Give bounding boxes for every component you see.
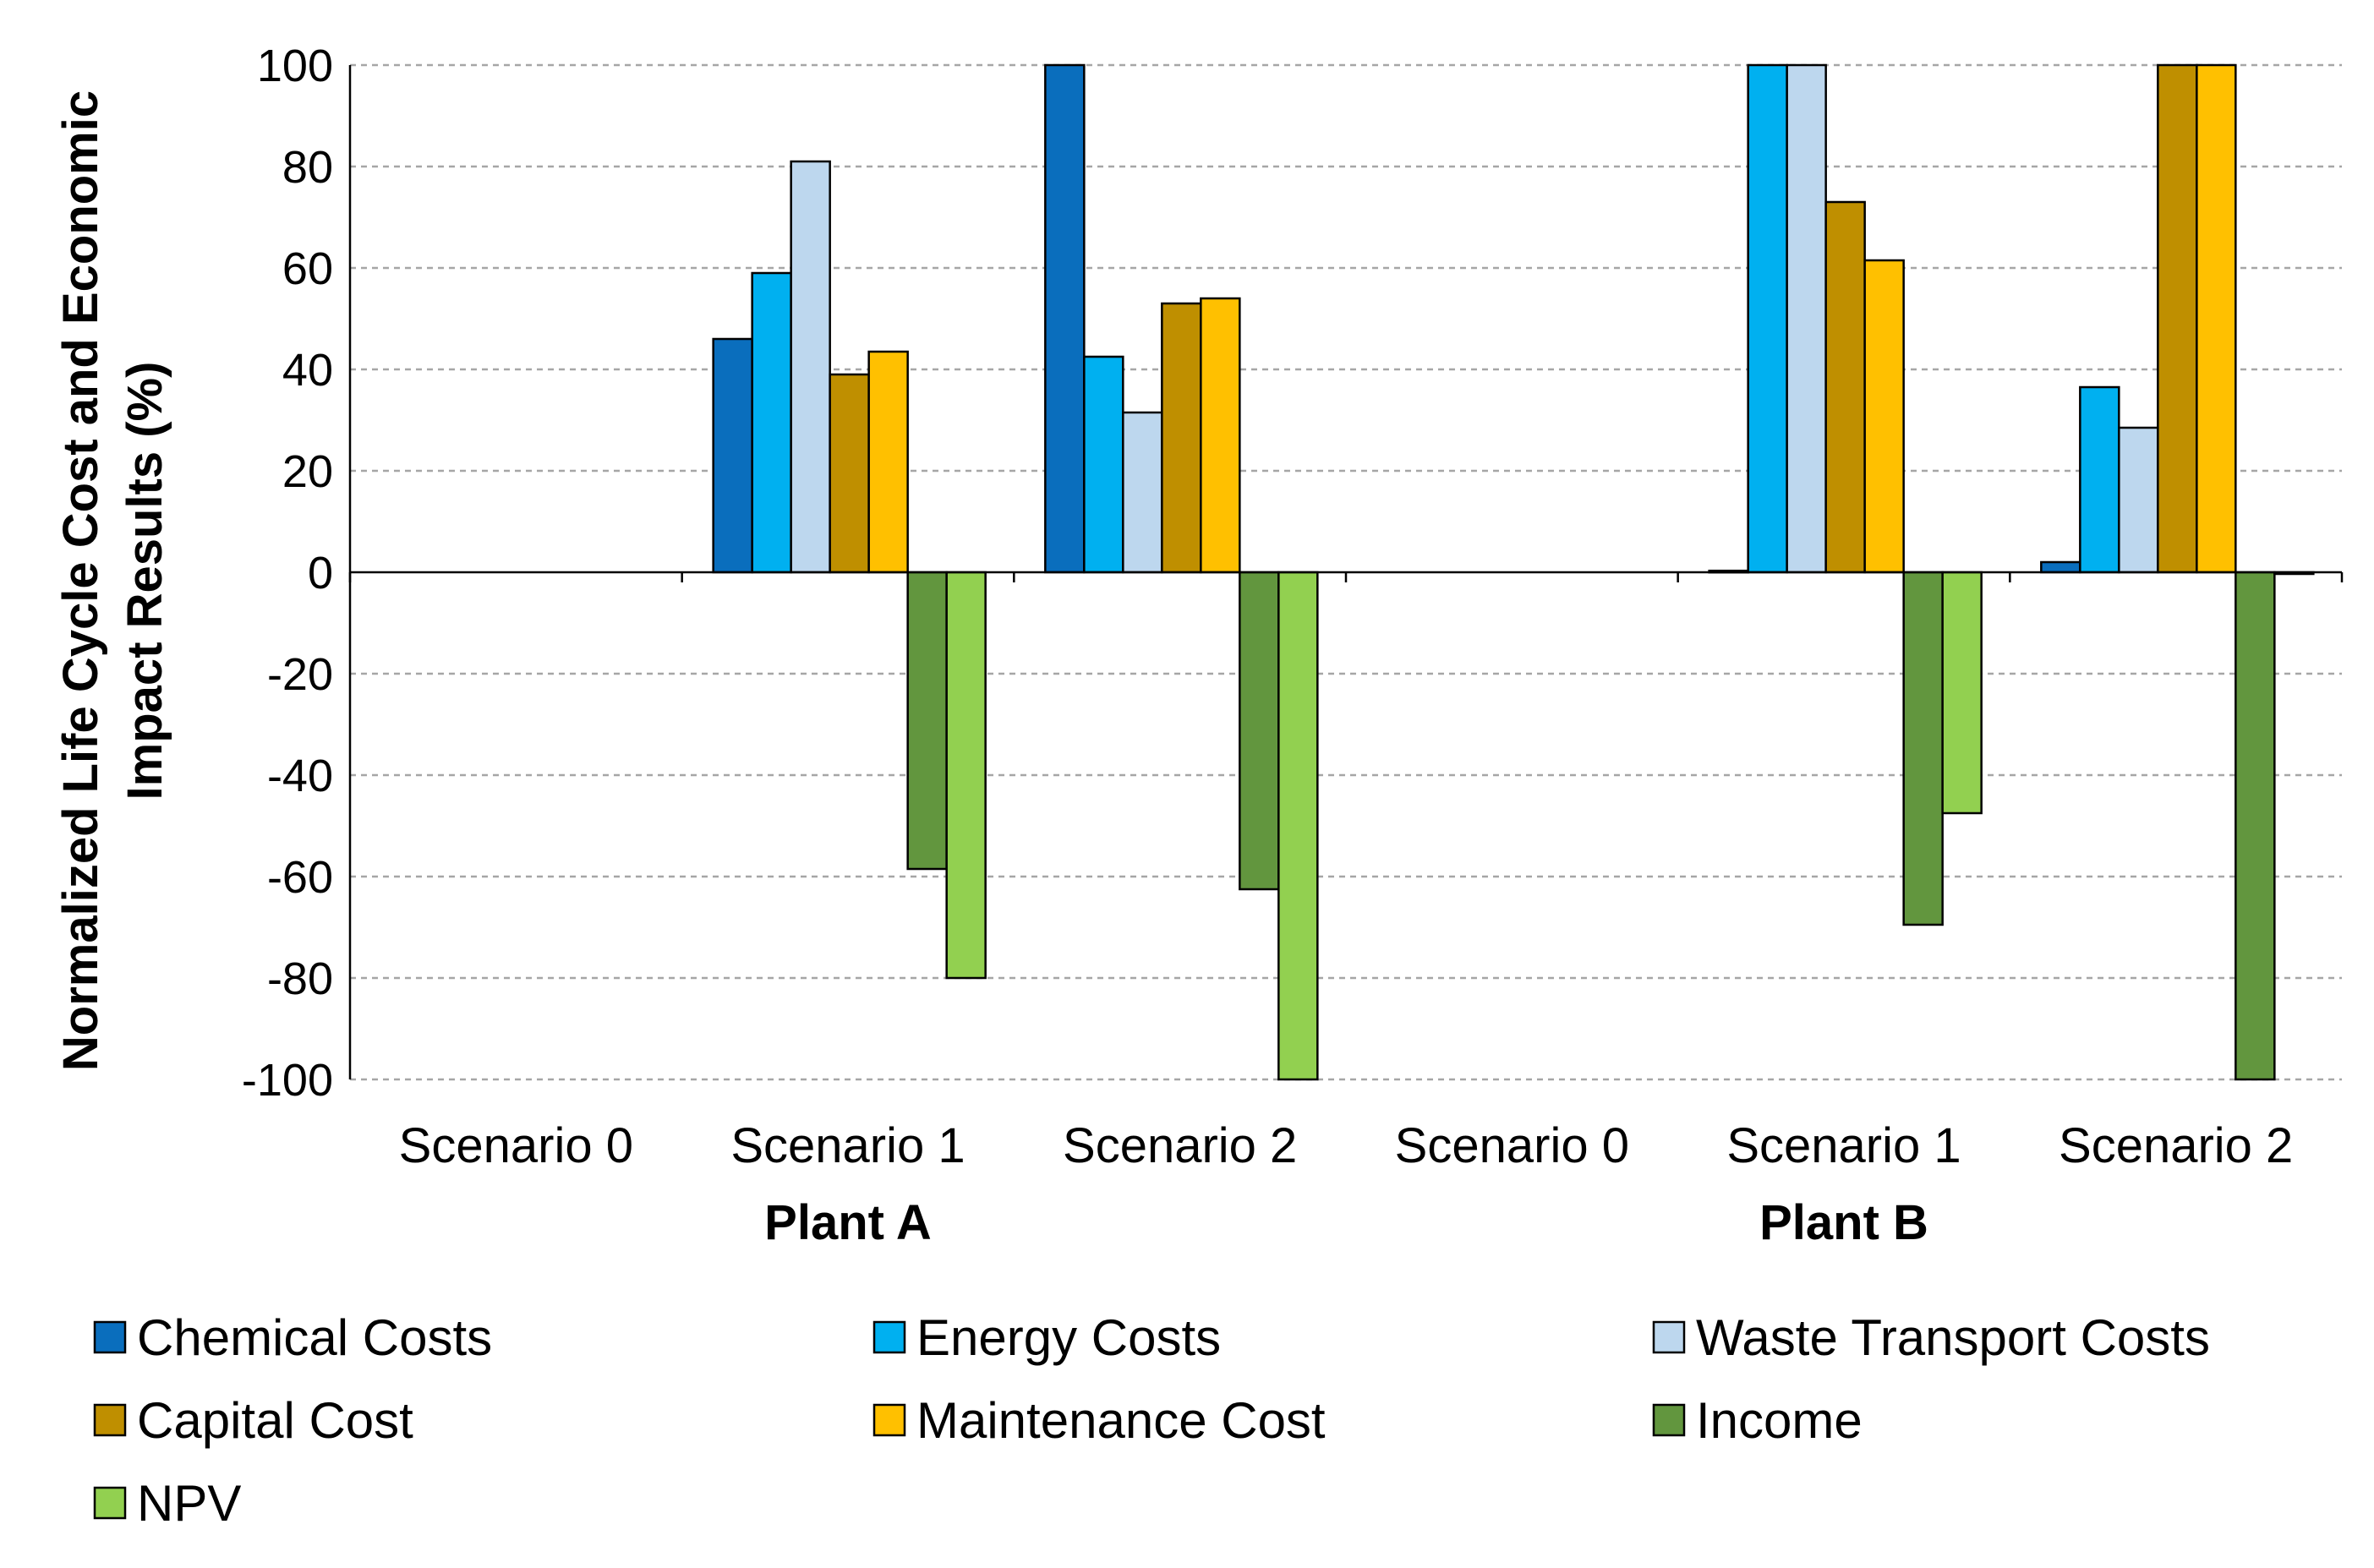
y-axis-title-line: Normalized Life Cycle Cost and Economic: [53, 90, 108, 1071]
y-tick-label: 40: [282, 345, 333, 396]
legend-swatch: [93, 1320, 127, 1354]
x-group-label: Plant A: [764, 1195, 932, 1250]
legend-swatch: [872, 1320, 906, 1354]
bar-energy-costs: [2079, 385, 2120, 574]
bar-chemical-costs: [712, 337, 753, 574]
bar-energy-costs: [751, 271, 792, 574]
bar-capital-cost: [1824, 200, 1866, 574]
y-axis-title: Normalized Life Cycle Cost and Economic I…: [53, 90, 172, 1071]
x-category-label: Scenario 2: [2059, 1118, 2293, 1173]
legend: Chemical Costs Energy Costs Waste Transpor…: [93, 1309, 2210, 1532]
bar-capital-cost: [1161, 302, 1202, 574]
bar-npv: [1277, 571, 1319, 1081]
bar-npv: [1941, 571, 1983, 815]
bar-chemical-costs: [1044, 63, 1086, 574]
bar-capital-cost: [829, 373, 870, 574]
x-category-label: Scenario 1: [1726, 1118, 1961, 1173]
y-tick-label: 20: [282, 446, 333, 497]
axes: [348, 65, 2344, 1079]
legend-swatch: [93, 1403, 127, 1437]
bar-maintenance-cost: [1200, 297, 1241, 574]
x-category-label: Scenario 0: [399, 1118, 633, 1173]
bar-energy-costs: [1747, 63, 1788, 574]
bar-income: [2235, 571, 2276, 1081]
bar-energy-costs: [1083, 355, 1124, 574]
bar-waste-transport-costs: [2118, 426, 2159, 574]
x-group-labels: Plant A Plant B: [764, 1195, 1928, 1250]
y-tick-label: -60: [267, 852, 333, 903]
y-tick-label: -20: [267, 649, 333, 700]
bar-maintenance-cost: [1863, 259, 1905, 574]
bar-npv: [945, 571, 987, 980]
bar-waste-transport-costs: [1122, 411, 1163, 574]
bar-waste-transport-costs: [790, 160, 831, 574]
x-category-label: Scenario 2: [1063, 1118, 1297, 1173]
legend-label: Income: [1696, 1392, 1863, 1449]
bars: [712, 63, 2315, 1081]
legend-label: Energy Costs: [916, 1309, 1221, 1366]
legend-label: Capital Cost: [137, 1392, 413, 1449]
bar-income: [1239, 571, 1280, 891]
y-tick-label: -40: [267, 751, 333, 801]
y-tick-label: 80: [282, 142, 333, 193]
bar-income: [906, 571, 948, 871]
y-tick-label: -80: [267, 953, 333, 1004]
y-tick-label: 60: [282, 243, 333, 294]
legend-label: Maintenance Cost: [916, 1392, 1326, 1449]
y-axis-title-line: Impact Results (%): [118, 362, 172, 800]
legend-swatch: [1652, 1320, 1686, 1354]
bar-capital-cost: [2157, 63, 2198, 574]
gridlines: [350, 63, 2342, 1081]
y-tick-labels: 100 80 60 40 20 0 -20 -40 -60 -80 -100: [242, 41, 333, 1106]
y-tick-label: 0: [308, 548, 333, 598]
bar-waste-transport-costs: [1786, 63, 1827, 574]
legend-swatch: [93, 1486, 127, 1520]
legend-swatch: [1652, 1403, 1686, 1437]
x-category-labels: Scenario 0 Scenario 1 Scenario 2 Scenario 0…: [399, 1118, 2294, 1173]
bar-maintenance-cost: [2196, 63, 2237, 574]
x-category-label: Scenario 0: [1395, 1118, 1629, 1173]
x-category-label: Scenario 1: [730, 1118, 965, 1173]
y-tick-label: 100: [257, 41, 333, 91]
legend-label: Waste Transport Costs: [1696, 1309, 2210, 1366]
x-group-label: Plant B: [1759, 1195, 1928, 1250]
bar-chemical-costs: [2040, 560, 2081, 574]
legend-swatch: [872, 1403, 906, 1437]
legend-label: Chemical Costs: [137, 1309, 492, 1366]
legend-label: NPV: [137, 1475, 241, 1532]
bar-maintenance-cost: [867, 350, 909, 574]
bar-income: [1902, 571, 1944, 926]
y-tick-label: -100: [242, 1055, 333, 1106]
